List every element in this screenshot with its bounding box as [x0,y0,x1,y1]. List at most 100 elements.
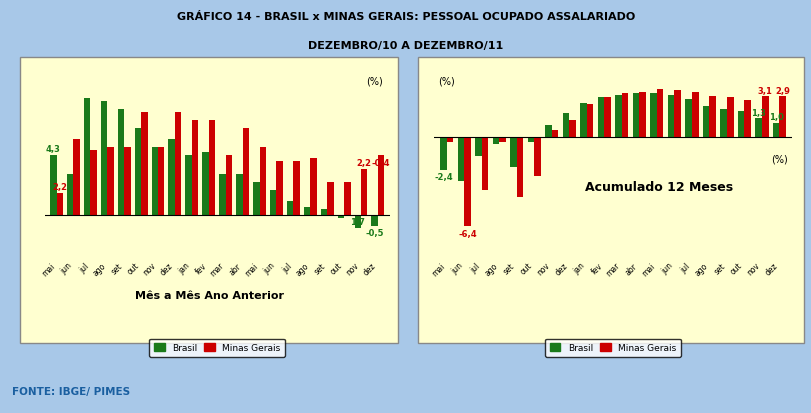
Text: -2,4: -2,4 [434,173,452,182]
Bar [779,97,785,137]
Bar [579,104,586,137]
Bar [603,98,610,137]
Bar [73,140,79,215]
Bar [719,109,726,137]
Bar [320,210,327,215]
Text: DEZEMBRO/10 A DEZEMBRO/11: DEZEMBRO/10 A DEZEMBRO/11 [308,41,503,51]
Bar [667,95,673,137]
Bar [650,94,656,137]
Bar [90,150,97,215]
Bar [276,161,282,215]
Bar [225,156,232,215]
Text: (%): (%) [770,154,787,164]
Bar [101,102,107,215]
Bar [684,100,691,137]
Bar [499,137,505,143]
Bar [638,93,646,137]
Bar [457,137,464,182]
Bar [562,114,569,137]
Bar [286,202,293,215]
Bar [344,183,350,215]
Bar [135,128,141,215]
Bar [509,137,516,168]
Bar [141,112,148,215]
Bar [744,101,750,137]
Bar [377,156,384,215]
Bar [242,128,249,215]
Bar [361,169,367,215]
Bar [208,121,215,215]
Bar [492,137,499,144]
Text: 2,9: 2,9 [775,86,789,95]
Bar [691,93,697,137]
Text: 1,0: 1,0 [768,113,783,122]
Bar [337,215,344,218]
Bar [737,112,744,137]
Bar [446,137,453,143]
Bar [260,147,266,215]
Bar [253,183,260,215]
Bar [597,98,603,137]
Bar [57,194,63,215]
Bar [632,94,638,137]
Legend: Brasil, Minas Gerais: Brasil, Minas Gerais [544,339,680,357]
Bar [327,183,333,215]
Bar [310,159,316,215]
Bar [656,90,663,137]
Bar [569,121,575,137]
Bar [191,121,198,215]
Text: -0,4: -0,4 [371,159,390,167]
Bar [50,156,57,215]
Bar [124,147,131,215]
Bar [586,105,593,137]
Bar [621,94,628,137]
Bar [673,91,680,137]
Bar [440,137,446,171]
Bar [270,191,276,215]
Text: GRÁFICO 14 - BRASIL x MINAS GERAIS: PESSOAL OCUPADO ASSALARIADO: GRÁFICO 14 - BRASIL x MINAS GERAIS: PESS… [177,12,634,22]
Bar [174,112,181,215]
Text: 3,1: 3,1 [757,86,772,95]
Bar [615,95,621,137]
Bar [371,215,377,226]
Text: 1,3: 1,3 [750,109,765,118]
Text: Mês a Mês Ano Anterior: Mês a Mês Ano Anterior [135,290,283,300]
Bar [474,137,481,157]
Bar [702,107,709,137]
Text: (%): (%) [437,76,454,86]
Text: 4,3: 4,3 [45,145,61,154]
Bar [303,207,310,215]
Bar [185,156,191,215]
Bar [464,137,470,227]
Text: 2,2: 2,2 [52,183,67,192]
Text: 2,2: 2,2 [356,158,371,167]
Bar [219,175,225,215]
Bar [354,215,361,229]
Text: -0,5: -0,5 [365,229,384,238]
Text: Acumulado 12 Meses: Acumulado 12 Meses [585,180,732,194]
Bar [544,126,551,137]
Bar [67,175,73,215]
Bar [534,137,540,176]
Bar [158,147,165,215]
Text: FONTE: IBGE/ PIMES: FONTE: IBGE/ PIMES [12,387,130,396]
Bar [152,147,158,215]
Bar [551,130,558,137]
Bar [202,153,208,215]
Bar [772,123,779,137]
Legend: Brasil, Minas Gerais: Brasil, Minas Gerais [149,339,285,357]
Bar [481,137,487,190]
Text: -6,4: -6,4 [457,230,476,238]
Text: 1,7: 1,7 [350,218,365,227]
Bar [107,147,114,215]
Bar [726,98,732,137]
Bar [761,97,768,137]
Text: (%): (%) [366,76,383,86]
Bar [118,109,124,215]
Bar [754,119,761,137]
Bar [516,137,523,197]
Bar [236,175,242,215]
Bar [84,99,90,215]
Bar [169,140,174,215]
Bar [709,97,715,137]
